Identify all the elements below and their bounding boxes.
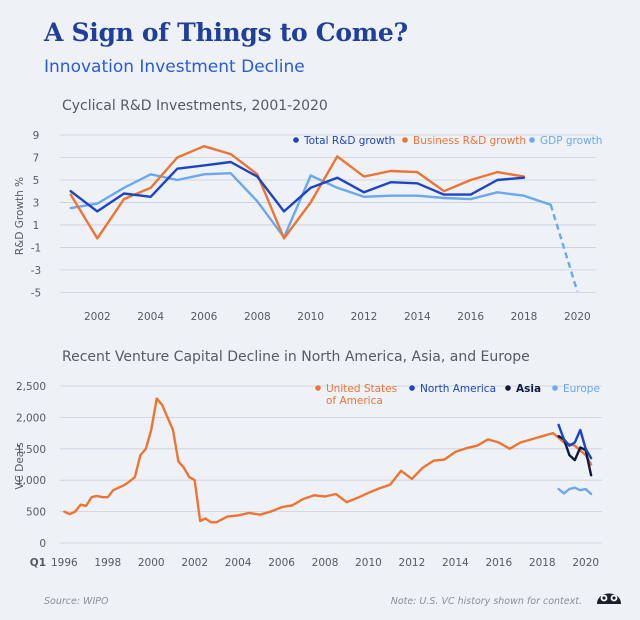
chart1-y-tick-label: 1 — [33, 220, 40, 232]
chart2-x-tick-label: 1996 — [51, 557, 78, 569]
chart2-legend-marker — [552, 385, 558, 391]
chart2-x-tick-label: 2018 — [529, 557, 556, 569]
chart2-legend-marker — [315, 385, 321, 391]
chart1-title: Cyclical R&D Investments, 2001-2020 — [62, 98, 328, 114]
chart2-legend-label: Europe — [563, 383, 600, 395]
chart2-series-line — [557, 486, 593, 496]
chart2-x-tick-label: 2020 — [572, 557, 599, 569]
chart2-legend-label: Asia — [516, 383, 541, 395]
chart2-x-tick-label: 2014 — [442, 557, 469, 569]
chart2-x-tick-label: 1998 — [94, 557, 121, 569]
chart2-legend-label: United States — [326, 383, 397, 395]
chart1-legend-marker — [402, 137, 408, 143]
chart1-projection-line — [549, 204, 579, 292]
chart2-title: Recent Venture Capital Decline in North … — [62, 349, 530, 365]
chart2-x-tick-label: 2000 — [138, 557, 165, 569]
chart2-y-tick-label: 2,500 — [16, 381, 46, 393]
chart2-series-line — [557, 423, 593, 460]
chart2-legend-marker — [409, 385, 415, 391]
chart2-x-tick-label: 2004 — [225, 557, 252, 569]
chart1-legend-marker — [293, 137, 299, 143]
chart2-y-tick-label: 500 — [26, 507, 46, 519]
chart1-y-tick-label: 3 — [33, 197, 40, 209]
chart1-y-axis-label: R&D Growth % — [14, 177, 26, 255]
chart2-y-tick-label: 2,000 — [16, 412, 46, 424]
chart1-x-tick-label: 2018 — [511, 311, 538, 323]
chart1-legend-label: Business R&D growth — [413, 135, 526, 147]
chart1-x-tick-label: 2004 — [137, 311, 164, 323]
source-note: Source: WIPO — [44, 596, 109, 607]
chart2-legend-marker — [505, 385, 511, 391]
chart1-x-tick-label: 2016 — [457, 311, 484, 323]
chart2-x-tick-label: 2010 — [355, 557, 382, 569]
page-title: A Sign of Things to Come? — [44, 18, 408, 47]
chart1-x-tick-label: 2020 — [564, 311, 591, 323]
chart1-legend-label: GDP growth — [540, 135, 602, 147]
chart1-series-line — [69, 160, 526, 213]
chart1-x-tick-label: 2014 — [404, 311, 431, 323]
chart2-x-tick-label: 2002 — [181, 557, 208, 569]
chart1-y-tick-label: -1 — [31, 242, 41, 254]
chart1-y-tick-label: 9 — [33, 130, 40, 142]
chart2-y-tick-label: 1,000 — [16, 475, 46, 487]
chart1-series-line — [69, 172, 552, 239]
chart1-x-tick-label: 2008 — [244, 311, 271, 323]
chart2-y-tick-label: 0 — [39, 538, 46, 550]
chart1-x-tick-label: 2002 — [84, 311, 111, 323]
chart2-x-tick-label: 2012 — [399, 557, 426, 569]
chart1-y-tick-label: 5 — [33, 175, 40, 187]
chart1-legend-marker — [529, 137, 535, 143]
chart2-x-tick-label: 2008 — [312, 557, 339, 569]
context-note: Note: U.S. VC history shown for context. — [390, 596, 582, 607]
chart2-legend-label: North America — [420, 383, 496, 395]
chart1-series-line — [69, 145, 526, 240]
chart1-x-tick-label: 2010 — [297, 311, 324, 323]
chart1-x-tick-label: 2006 — [191, 311, 218, 323]
chart2-y-axis-label: VC Deals — [14, 442, 26, 489]
chart1-legend-label: Total R&D growth — [303, 135, 395, 147]
chart2-series-line — [63, 397, 593, 524]
page-subtitle: Innovation Investment Decline — [44, 57, 305, 77]
publisher-logo-icon — [597, 593, 621, 604]
chart2-x-tick-label: Q1 — [30, 557, 46, 569]
chart2-x-tick-label: 2016 — [485, 557, 512, 569]
chart1-y-tick-label: -3 — [31, 265, 41, 277]
chart1-y-tick-label: -5 — [31, 287, 41, 299]
chart1-x-tick-label: 2012 — [351, 311, 378, 323]
chart2-x-tick-label: 2006 — [268, 557, 295, 569]
chart2-legend-label: of America — [326, 395, 383, 407]
chart2-y-tick-label: 1,500 — [16, 444, 46, 456]
chart1-y-tick-label: 7 — [33, 152, 40, 164]
